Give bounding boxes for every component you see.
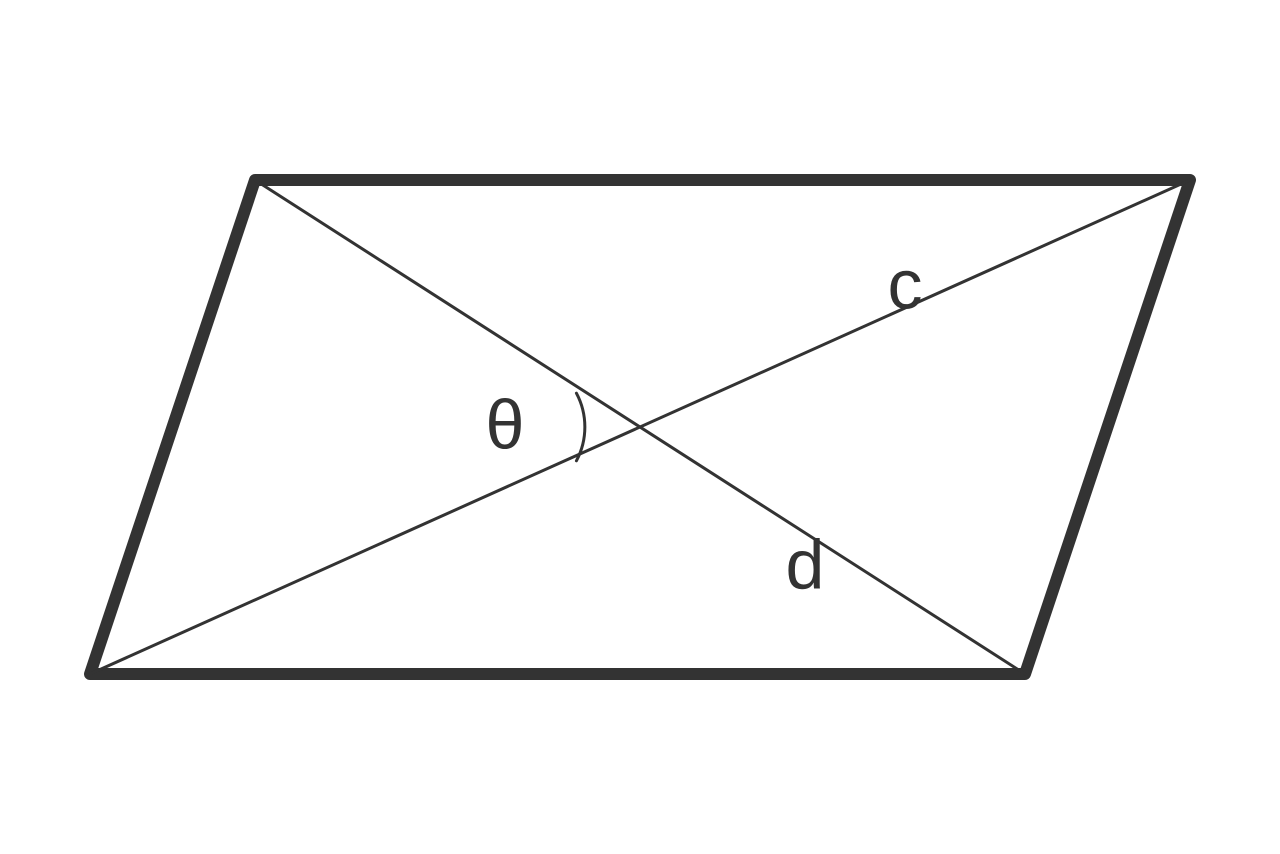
label-d: d (786, 525, 825, 603)
parallelogram-diagram: θ c d (0, 0, 1280, 854)
angle-arc (576, 393, 584, 461)
label-c: c (888, 245, 923, 323)
label-theta: θ (486, 385, 525, 463)
